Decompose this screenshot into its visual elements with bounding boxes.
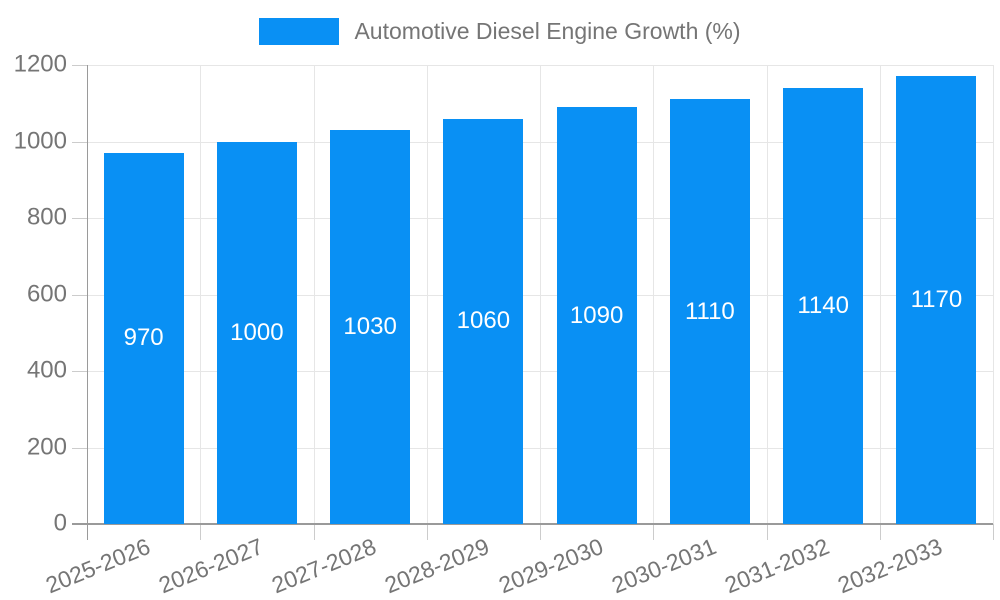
- legend-label: Automotive Diesel Engine Growth (%): [354, 18, 741, 44]
- v-gridline: [993, 65, 994, 524]
- x-axis-label: 2030-2031: [607, 533, 720, 599]
- y-axis-line: [87, 65, 88, 540]
- bar: 1110: [669, 99, 750, 524]
- bar: 1090: [556, 107, 637, 524]
- x-tick-mark: [426, 524, 428, 540]
- y-tick-mark: [72, 294, 87, 296]
- x-tick-mark: [879, 524, 881, 540]
- x-axis-label: 2026-2027: [154, 533, 267, 599]
- bar-value-label: 970: [123, 324, 164, 352]
- bar: 1030: [330, 130, 411, 524]
- legend: Automotive Diesel Engine Growth (%): [0, 18, 1000, 45]
- x-tick-mark: [766, 524, 768, 540]
- bar: 1170: [896, 76, 977, 524]
- bar: 970: [103, 152, 184, 524]
- y-axis-label: 0: [53, 509, 67, 537]
- bar: 1140: [783, 87, 864, 524]
- x-axis-label: 2028-2029: [381, 533, 494, 599]
- y-axis-label: 400: [26, 356, 67, 384]
- y-tick-mark: [72, 447, 87, 449]
- x-tick-mark: [653, 524, 655, 540]
- h-gridline: [87, 141, 993, 143]
- x-axis-label: 2031-2032: [721, 533, 833, 599]
- bar-value-label: 1140: [797, 291, 849, 319]
- x-axis-label: 2025-2026: [41, 533, 154, 599]
- h-gridline: [87, 447, 993, 449]
- bar-value-label: 1030: [343, 313, 397, 341]
- y-tick-mark: [72, 371, 87, 372]
- y-tick-mark: [72, 65, 87, 66]
- h-gridline: [87, 218, 993, 219]
- plot-area: 0 200 400 600 800 1000 1200 970 1000 1030 1060 1090…: [14, 50, 994, 598]
- bar-value-label: 1170: [910, 286, 963, 314]
- x-tick-mark: [993, 524, 994, 540]
- x-tick-mark: [313, 524, 315, 540]
- bar-value-label: 1060: [456, 307, 511, 335]
- legend-swatch: [259, 18, 340, 45]
- bar-value-label: 1000: [230, 318, 284, 346]
- x-axis-line: [72, 523, 993, 525]
- bar: 1000: [216, 141, 297, 524]
- y-axis-label: 1000: [13, 126, 67, 154]
- x-tick-mark: [200, 524, 202, 540]
- y-tick-mark: [72, 218, 87, 219]
- bar-value-label: 1110: [684, 297, 735, 325]
- x-axis-label: 2032-2033: [834, 533, 947, 599]
- y-axis-label: 800: [26, 203, 67, 231]
- bar-value-label: 1090: [569, 301, 624, 329]
- bar: 1060: [443, 118, 524, 524]
- h-gridline: [87, 294, 993, 296]
- y-axis-label: 200: [26, 432, 67, 460]
- y-axis-label: 1200: [13, 50, 67, 78]
- y-tick-mark: [72, 141, 87, 143]
- h-gridline: [87, 65, 993, 66]
- x-axis-label: 2029-2030: [494, 533, 607, 599]
- y-axis-label: 600: [26, 279, 67, 307]
- x-tick-mark: [540, 524, 541, 540]
- x-axis-label: 2027-2028: [268, 533, 380, 599]
- h-gridline: [87, 371, 993, 372]
